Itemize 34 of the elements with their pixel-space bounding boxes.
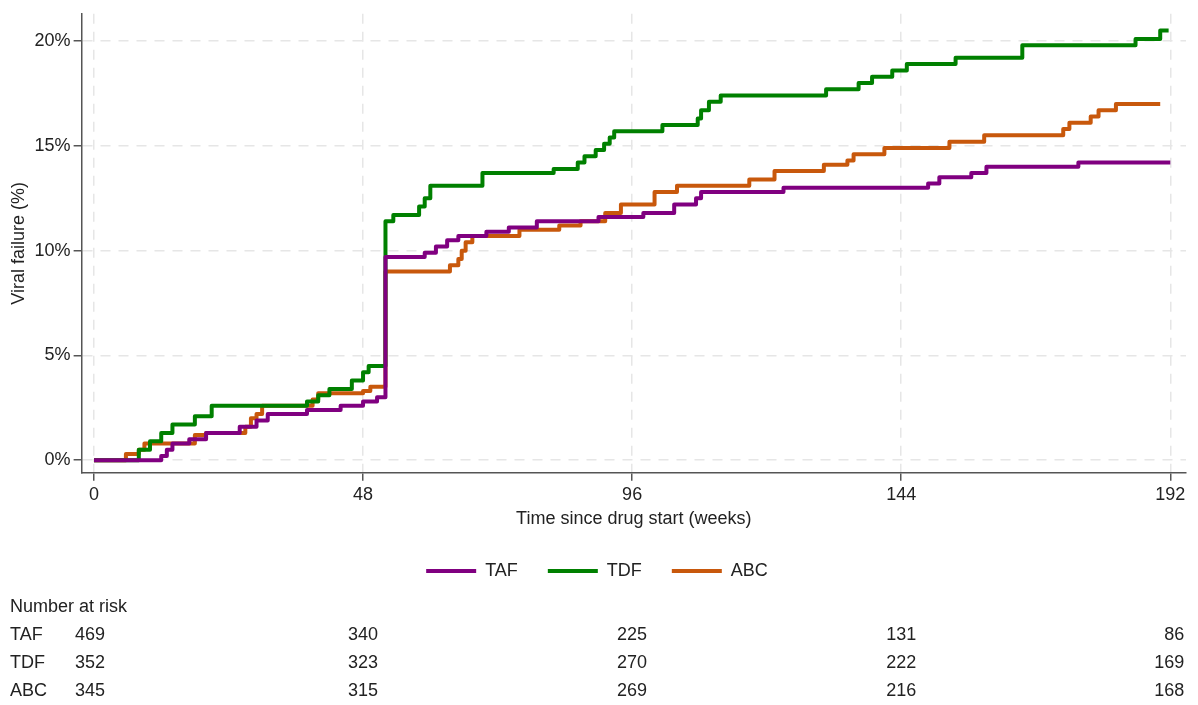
x-axis-title: Time since drug start (weeks): [516, 508, 752, 529]
text: 131: [886, 624, 917, 645]
text: 345: [74, 680, 105, 701]
y-axis-title: Viral failure (%): [7, 181, 28, 305]
y-tick-label: 0%: [44, 449, 71, 470]
x-tick-label: 96: [622, 483, 643, 504]
text: 469: [74, 624, 105, 645]
x-tick-label: 48: [353, 483, 374, 504]
legend-label: TDF: [606, 559, 642, 580]
y-tick-label: 10%: [34, 239, 71, 260]
y-tick-label: 5%: [44, 344, 71, 365]
text: TDF: [10, 652, 45, 673]
text: 269: [617, 680, 648, 701]
text: 323: [348, 652, 379, 673]
y-tick-label: 20%: [34, 30, 71, 51]
text: 352: [74, 652, 105, 673]
legend-label: TAF: [485, 559, 518, 580]
text: 216: [886, 680, 917, 701]
text: 315: [348, 680, 379, 701]
text: 86: [1164, 624, 1185, 645]
text: ABC: [10, 680, 48, 701]
y-tick-label: 15%: [34, 134, 71, 155]
text: 340: [348, 624, 379, 645]
text: 222: [886, 652, 917, 673]
text: 169: [1154, 652, 1185, 673]
x-tick-label: 192: [1155, 483, 1186, 504]
text: 270: [617, 652, 648, 673]
text: TAF: [10, 624, 43, 645]
text: 225: [617, 624, 648, 645]
x-tick-label: 144: [886, 483, 917, 504]
legend-label: ABC: [730, 559, 768, 580]
x-tick-label: 0: [88, 483, 99, 504]
text: 168: [1154, 680, 1185, 701]
text: Number at risk: [10, 596, 128, 617]
